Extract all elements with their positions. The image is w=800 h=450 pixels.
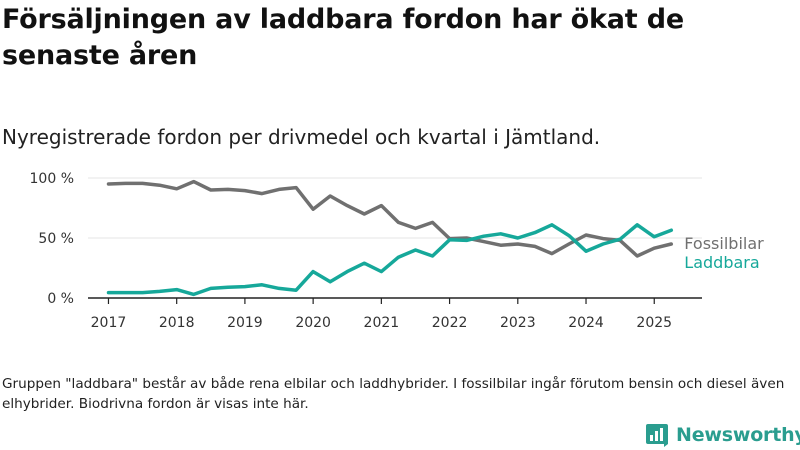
x-tick-label: 2023 <box>500 315 536 331</box>
chart-subtitle: Nyregistrerade fordon per drivmedel och … <box>2 125 601 149</box>
series-label-laddbara: Laddbara <box>684 253 759 272</box>
x-tick-label: 2022 <box>432 315 468 331</box>
y-tick-label: 100 % <box>30 171 74 187</box>
series-line-fossil <box>106 179 674 258</box>
x-tick-label: 2020 <box>295 315 331 331</box>
bar-chart-logo-icon <box>646 424 668 447</box>
series-label-fossil: Fossilbilar <box>684 234 764 253</box>
y-tick-label: 50 % <box>38 231 74 247</box>
x-tick-label: 2018 <box>159 315 195 331</box>
brand-name: Newsworthy <box>676 424 800 446</box>
brand-logo[interactable]: Newsworthy <box>644 420 800 450</box>
chart-title: Försäljningen av laddbara fordon har öka… <box>2 4 684 71</box>
series-line-laddbara <box>106 223 674 297</box>
y-tick-label: 0 % <box>47 291 74 307</box>
x-tick-label: 2024 <box>568 315 604 331</box>
x-tick-label: 2017 <box>91 315 127 331</box>
x-tick-label: 2025 <box>636 315 672 331</box>
x-tick-label: 2021 <box>364 315 400 331</box>
footnote: Gruppen "laddbara" består av både rena e… <box>2 376 785 412</box>
x-tick-label: 2019 <box>227 315 263 331</box>
